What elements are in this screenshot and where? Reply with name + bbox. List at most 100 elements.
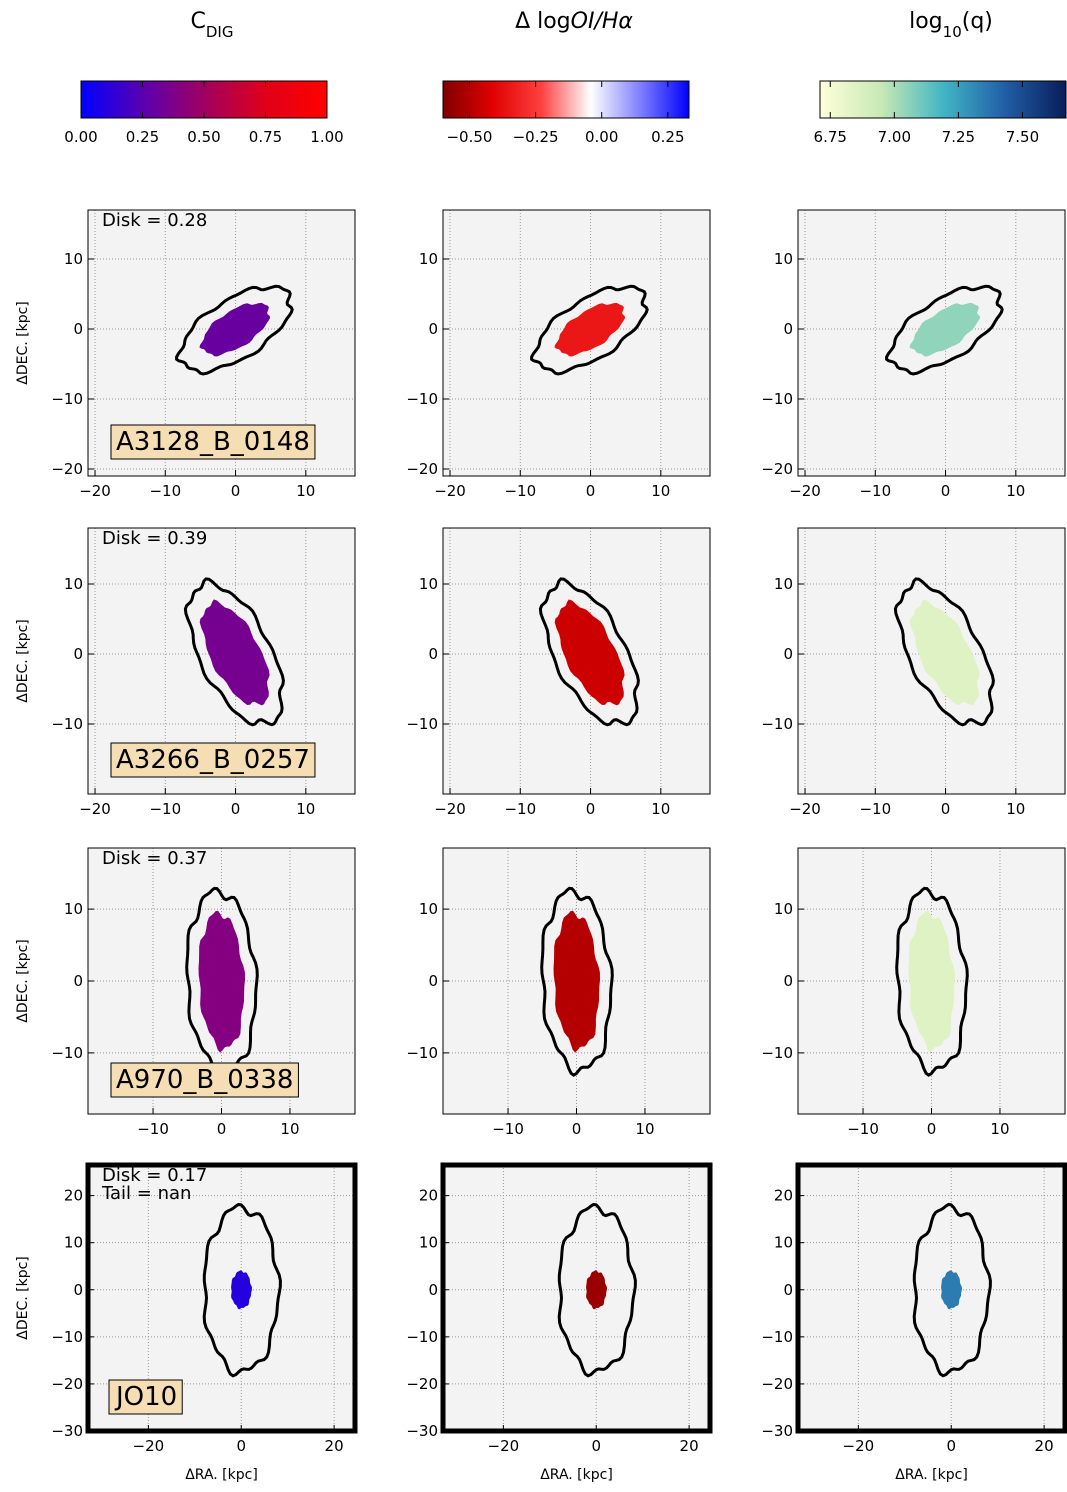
colorbar <box>442 80 690 119</box>
colorbar-tick-label: 0.25 <box>651 128 684 146</box>
x-tick-label: 0 <box>946 1437 956 1455</box>
galaxy-contour <box>540 886 614 1077</box>
name-box <box>110 1062 299 1098</box>
y-tick-label: 0 <box>73 320 83 338</box>
y-tick-label: 10 <box>64 1234 83 1252</box>
y-tick-label: −30 <box>761 1422 793 1440</box>
colorbar-tick-label: 0.50 <box>187 128 220 146</box>
title-part: OI/Hα <box>571 9 634 34</box>
emission-map <box>198 910 245 1053</box>
colorbar-tick-label: 0.00 <box>585 128 618 146</box>
panel-background <box>443 1165 710 1431</box>
y-tick-label: −10 <box>406 1044 438 1062</box>
y-tick-label: 0 <box>783 645 793 663</box>
emission-map <box>554 302 626 357</box>
y-tick-label: 0 <box>73 1281 83 1299</box>
galaxy-name: JO10 <box>114 1382 177 1412</box>
x-tick-label: −20 <box>133 1437 165 1455</box>
x-tick-label: −10 <box>504 482 536 500</box>
y-tick-label: 0 <box>73 972 83 990</box>
colorbar-tick-label: −0.25 <box>513 128 559 146</box>
x-tick-label: 0 <box>572 1120 582 1138</box>
y-axis-label: ΔDEC. [kpc] <box>15 939 31 1023</box>
column-title: CDIG <box>191 9 234 41</box>
panel-frame <box>87 209 356 477</box>
column-title: log10(q) <box>909 9 993 41</box>
x-tick-label: −20 <box>789 800 821 818</box>
x-tick-label: −10 <box>492 1120 524 1138</box>
galaxy-name: A970_B_0338 <box>116 1065 293 1095</box>
name-box <box>110 742 316 778</box>
colorbar <box>80 80 328 119</box>
x-tick-label: 10 <box>651 800 670 818</box>
name-box <box>110 424 316 460</box>
title-part: 10 <box>943 23 962 41</box>
annotation: Tail = nan <box>101 1183 191 1204</box>
panel-frame <box>87 527 356 795</box>
y-tick-label: 10 <box>64 900 83 918</box>
panel-frame <box>442 847 711 1115</box>
x-axis-label: ΔRA. [kpc] <box>540 1467 613 1483</box>
y-tick-label: 10 <box>774 250 793 268</box>
galaxy-contour <box>202 1202 282 1378</box>
colorbar-tick-label: 0.25 <box>126 128 159 146</box>
title-part: Δ log <box>515 9 571 34</box>
y-tick-label: −10 <box>761 1044 793 1062</box>
emission-map <box>554 599 625 706</box>
title-part: log <box>909 9 943 34</box>
y-tick-label: 10 <box>64 250 83 268</box>
galaxy-name: A3266_B_0257 <box>116 745 310 775</box>
column-title: Δ logOI/Hα <box>515 9 633 34</box>
y-tick-label: −30 <box>51 1422 83 1440</box>
x-tick-label: 20 <box>680 1437 699 1455</box>
x-tick-label: 0 <box>236 1437 246 1455</box>
y-tick-label: 0 <box>428 1281 438 1299</box>
x-tick-label: −20 <box>843 1437 875 1455</box>
galaxy-contour <box>893 577 995 727</box>
colorbar <box>819 80 1067 119</box>
title-part: C <box>191 9 206 34</box>
x-tick-label: −10 <box>149 800 181 818</box>
x-tick-label: 20 <box>1035 1437 1054 1455</box>
x-tick-label: 10 <box>280 1120 299 1138</box>
x-tick-label: 0 <box>231 800 241 818</box>
x-tick-label: 0 <box>927 1120 937 1138</box>
x-tick-label: −10 <box>504 800 536 818</box>
panel-frame <box>87 847 356 1115</box>
galaxy-contour <box>557 1202 637 1378</box>
emission-map <box>941 1270 962 1310</box>
colorbar-tick-label: 7.25 <box>942 128 975 146</box>
y-tick-label: 20 <box>64 1187 83 1205</box>
y-tick-label: 0 <box>428 972 438 990</box>
annotation: Disk = 0.39 <box>102 528 207 549</box>
galaxy-contour <box>530 284 649 376</box>
x-tick-label: 0 <box>586 800 596 818</box>
y-tick-label: −10 <box>51 1044 83 1062</box>
y-axis-label: ΔDEC. [kpc] <box>15 619 31 703</box>
y-tick-label: −30 <box>406 1422 438 1440</box>
y-tick-label: 0 <box>73 645 83 663</box>
x-tick-label: 10 <box>296 800 315 818</box>
y-tick-label: −20 <box>406 460 438 478</box>
y-tick-label: −10 <box>761 1328 793 1346</box>
x-tick-label: 0 <box>591 1437 601 1455</box>
y-tick-label: 20 <box>419 1187 438 1205</box>
emission-map <box>553 910 600 1053</box>
panel-frame <box>440 1162 713 1434</box>
x-tick-label: 0 <box>586 482 596 500</box>
x-tick-label: 0 <box>941 800 951 818</box>
x-tick-label: −20 <box>488 1437 520 1455</box>
y-tick-label: 10 <box>64 575 83 593</box>
y-tick-label: −10 <box>406 1328 438 1346</box>
x-tick-label: 10 <box>651 482 670 500</box>
x-tick-label: −20 <box>79 800 111 818</box>
y-tick-label: 0 <box>428 320 438 338</box>
x-tick-label: −10 <box>847 1120 879 1138</box>
galaxy-contour <box>885 284 1004 376</box>
y-tick-label: −10 <box>406 390 438 408</box>
galaxy-contour <box>912 1202 992 1378</box>
y-tick-label: 10 <box>419 575 438 593</box>
y-tick-label: 0 <box>783 1281 793 1299</box>
y-axis-label: ΔDEC. [kpc] <box>15 1256 31 1340</box>
